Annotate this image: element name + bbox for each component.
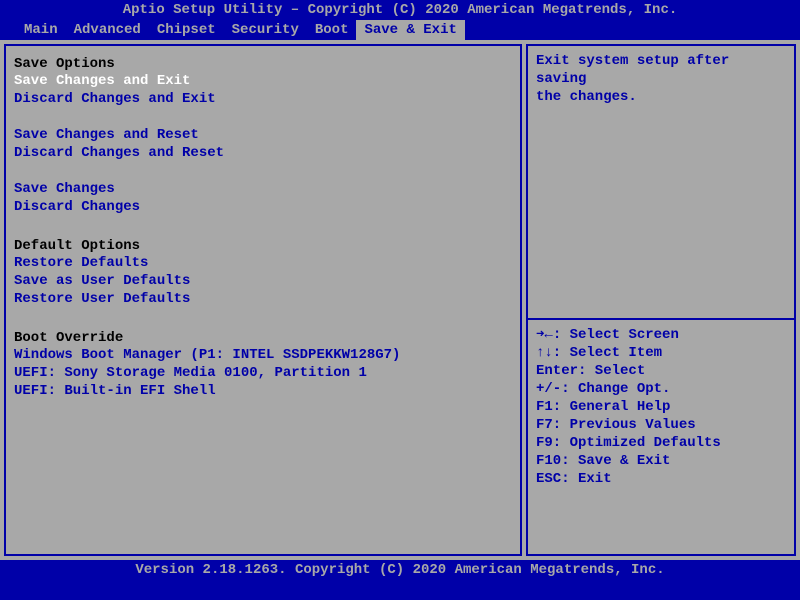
footer-bar: Version 2.18.1263. Copyright (C) 2020 Am… xyxy=(0,560,800,580)
menu-item[interactable]: Discard Changes and Reset xyxy=(14,144,512,162)
menu-item[interactable]: Restore User Defaults xyxy=(14,290,512,308)
tab-boot[interactable]: Boot xyxy=(307,20,357,40)
main-area: Save OptionsSave Changes and ExitDiscard… xyxy=(0,40,800,560)
menu-item[interactable]: Discard Changes xyxy=(14,198,512,216)
tab-bar: MainAdvancedChipsetSecurityBootSave & Ex… xyxy=(0,20,800,40)
key-hints-block: ➜←: Select Screen↑↓: Select ItemEnter: S… xyxy=(536,312,786,548)
divider xyxy=(528,318,794,320)
right-panel: Exit system setup after saving the chang… xyxy=(526,44,796,556)
key-hint: +/-: Change Opt. xyxy=(536,380,786,398)
menu-item[interactable]: Discard Changes and Exit xyxy=(14,90,512,108)
key-hint: ↑↓: Select Item xyxy=(536,344,786,362)
title-bar: Aptio Setup Utility – Copyright (C) 2020… xyxy=(0,0,800,20)
menu-item[interactable]: Save Changes and Reset xyxy=(14,126,512,144)
key-hint: ➜←: Select Screen xyxy=(536,326,786,344)
menu-item[interactable]: UEFI: Sony Storage Media 0100, Partition… xyxy=(14,364,512,382)
spacer xyxy=(14,308,512,326)
help-line: the changes. xyxy=(536,88,786,106)
menu-item[interactable]: Save Changes xyxy=(14,180,512,198)
menu-item[interactable]: Restore Defaults xyxy=(14,254,512,272)
tab-security[interactable]: Security xyxy=(224,20,307,40)
menu-item[interactable]: Save as User Defaults xyxy=(14,272,512,290)
key-hint: F9: Optimized Defaults xyxy=(536,434,786,452)
key-hint: F7: Previous Values xyxy=(536,416,786,434)
section-header: Default Options xyxy=(14,238,512,254)
tab-main[interactable]: Main xyxy=(16,20,66,40)
help-line: Exit system setup after saving xyxy=(536,52,786,88)
menu-item[interactable]: Save Changes and Exit xyxy=(14,72,512,90)
menu-item[interactable]: UEFI: Built-in EFI Shell xyxy=(14,382,512,400)
key-hint: F1: General Help xyxy=(536,398,786,416)
help-description: Exit system setup after saving the chang… xyxy=(536,52,786,106)
menu-item[interactable]: Windows Boot Manager (P1: INTEL SSDPEKKW… xyxy=(14,346,512,364)
key-hint: ESC: Exit xyxy=(536,470,786,488)
key-hint: Enter: Select xyxy=(536,362,786,380)
tab-save-exit[interactable]: Save & Exit xyxy=(356,20,464,40)
tab-chipset[interactable]: Chipset xyxy=(149,20,224,40)
section-header: Boot Override xyxy=(14,330,512,346)
section-header: Save Options xyxy=(14,56,512,72)
tab-advanced[interactable]: Advanced xyxy=(66,20,149,40)
spacer xyxy=(14,162,512,180)
spacer xyxy=(14,216,512,234)
left-panel: Save OptionsSave Changes and ExitDiscard… xyxy=(4,44,522,556)
spacer xyxy=(14,108,512,126)
key-hint: F10: Save & Exit xyxy=(536,452,786,470)
